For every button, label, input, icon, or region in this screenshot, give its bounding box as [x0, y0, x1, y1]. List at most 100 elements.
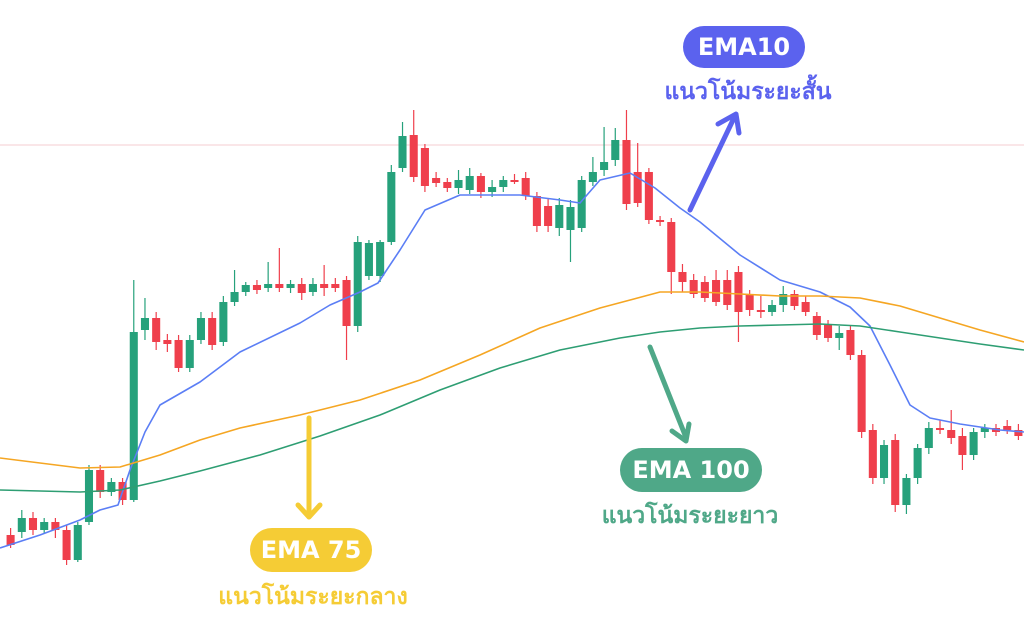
candle-body	[969, 432, 978, 455]
candle	[17, 510, 26, 538]
candle-body	[577, 180, 586, 228]
ema100-arrowhead	[669, 421, 692, 444]
candle-body	[510, 180, 519, 182]
candle-body	[420, 148, 429, 186]
candle	[275, 248, 284, 292]
candle-body	[734, 272, 743, 312]
candle	[443, 178, 452, 192]
candle-body	[163, 340, 172, 344]
candle	[398, 122, 407, 172]
candle-body	[980, 428, 989, 432]
candle-body	[432, 178, 441, 183]
candle-body	[891, 440, 900, 505]
candle-body	[700, 282, 709, 298]
candle-body	[555, 205, 564, 228]
candle-body	[902, 478, 911, 505]
ema75-label: EMA 75	[261, 536, 362, 564]
candle-body	[387, 172, 396, 242]
candle-body	[28, 518, 38, 530]
candle	[824, 320, 833, 342]
candle-body	[409, 135, 418, 177]
ema100-caption: แนวโน้มระยะยาว	[602, 501, 779, 529]
candle	[208, 312, 217, 350]
candle-body	[846, 330, 855, 355]
candle-body	[756, 310, 765, 312]
candle-body	[879, 445, 889, 478]
ema10-annotation: EMA10 แนวโน้มระยะสั้น	[665, 26, 832, 213]
candle	[577, 176, 586, 232]
candle-body	[622, 140, 631, 204]
candle-body	[174, 340, 183, 368]
candle	[779, 286, 788, 312]
candle	[62, 525, 71, 565]
candle-body	[566, 207, 575, 230]
ema10-label: EMA10	[698, 33, 790, 61]
candle-body	[286, 284, 295, 288]
candle-body	[924, 428, 933, 448]
candle-body	[947, 430, 956, 438]
candle-body	[454, 180, 463, 188]
candle	[846, 326, 855, 360]
ema100-annotation: EMA 100 แนวโน้มระยะยาว	[602, 344, 779, 529]
candle	[879, 440, 889, 484]
candle-body	[6, 535, 15, 545]
candle-body	[465, 176, 474, 190]
candle	[734, 266, 743, 342]
candle	[801, 296, 810, 316]
ema100-badge	[620, 448, 762, 492]
candle	[857, 350, 866, 438]
candle	[913, 444, 922, 484]
candle-body	[275, 284, 284, 288]
ema10-line	[0, 172, 1024, 549]
candle	[51, 518, 60, 538]
candle	[768, 300, 777, 316]
candle-body	[868, 430, 877, 478]
candle	[980, 424, 989, 438]
candle	[611, 128, 620, 166]
candle	[219, 296, 228, 346]
candle	[667, 218, 676, 294]
candle	[342, 276, 351, 360]
candle-body	[644, 172, 653, 220]
ema100-arrow	[647, 344, 688, 438]
candle	[891, 434, 900, 512]
candle	[163, 334, 172, 352]
candle-body	[297, 284, 306, 293]
candle	[454, 170, 463, 194]
ema75-caption: แนวโน้มระยะกลาง	[218, 582, 407, 610]
candle-body	[107, 482, 116, 492]
candle-body	[667, 222, 676, 272]
candle-body	[812, 316, 821, 335]
candle	[544, 198, 553, 232]
candle	[868, 424, 877, 484]
candle-body	[364, 243, 373, 276]
candle	[140, 298, 150, 340]
candle	[510, 174, 519, 184]
candle	[689, 274, 698, 298]
candle-body	[779, 294, 788, 305]
candle-body	[96, 470, 105, 492]
candle-body	[185, 340, 194, 368]
candle	[812, 312, 821, 340]
candle	[353, 236, 362, 332]
candle-body	[342, 280, 351, 326]
candle-body	[152, 318, 161, 342]
candle-body	[353, 242, 362, 326]
candle-body	[913, 448, 922, 478]
candle	[409, 110, 418, 182]
candle-body	[1014, 430, 1023, 436]
candle-body	[768, 305, 777, 312]
candle-body	[678, 272, 687, 282]
ema100-label: EMA 100	[632, 456, 749, 484]
candle	[756, 296, 765, 318]
candle-body	[521, 178, 530, 196]
candle-body	[835, 333, 844, 338]
ema-lines	[0, 172, 1024, 549]
candle-body	[331, 284, 340, 288]
candle-body	[443, 182, 452, 188]
candle-body	[656, 220, 665, 222]
candle	[196, 312, 205, 344]
ema10-badge	[683, 26, 805, 68]
candle-body	[935, 428, 945, 430]
candle	[476, 173, 485, 198]
